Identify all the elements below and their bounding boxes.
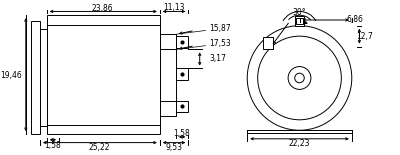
Bar bbox=[160, 34, 176, 116]
Bar bbox=[176, 69, 188, 80]
Text: 30°: 30° bbox=[293, 8, 306, 17]
Text: 22,23: 22,23 bbox=[289, 139, 310, 148]
Text: 1,58: 1,58 bbox=[44, 141, 61, 150]
Bar bbox=[40, 29, 47, 126]
Text: 3,17: 3,17 bbox=[209, 54, 226, 63]
Text: 12,7: 12,7 bbox=[356, 32, 373, 41]
Bar bbox=[296, 18, 303, 24]
Bar bbox=[263, 37, 273, 49]
Bar bbox=[295, 16, 304, 26]
Text: 15,87: 15,87 bbox=[209, 24, 231, 33]
Text: 17,53: 17,53 bbox=[209, 39, 231, 48]
Text: 23,86: 23,86 bbox=[92, 4, 114, 13]
Text: 25,22: 25,22 bbox=[88, 143, 110, 152]
Text: 6,86: 6,86 bbox=[346, 16, 363, 24]
Text: 9,53: 9,53 bbox=[166, 143, 182, 152]
Bar bbox=[176, 101, 188, 112]
Text: 19,46: 19,46 bbox=[0, 71, 22, 80]
Text: 1,58: 1,58 bbox=[173, 129, 190, 138]
Bar bbox=[30, 21, 40, 134]
Bar bbox=[47, 15, 160, 134]
Bar bbox=[176, 36, 188, 48]
Text: 11,13: 11,13 bbox=[163, 3, 185, 12]
